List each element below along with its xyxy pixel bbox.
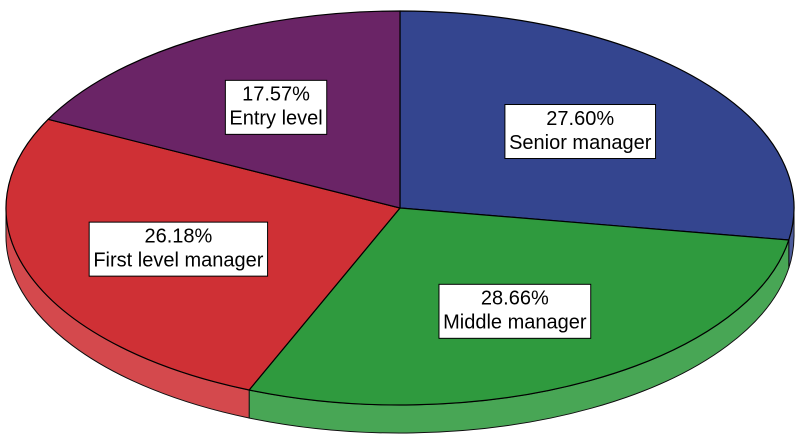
slice-category-label: Middle manager	[443, 312, 587, 334]
label-box	[438, 283, 592, 339]
label-box	[224, 79, 328, 135]
slice-value-label: 26.18%	[144, 225, 212, 247]
label-box	[88, 221, 269, 277]
slice	[47, 10, 401, 209]
side-shade	[788, 208, 794, 269]
slice-category-label: Entry level	[229, 108, 322, 130]
side-shade	[249, 240, 789, 434]
side-shade	[5, 208, 250, 418]
label-box	[504, 104, 657, 160]
slice-category-label: First level manager	[93, 249, 263, 271]
slice-value-label: 27.60%	[546, 108, 614, 130]
slice-value-label: 28.66%	[481, 288, 549, 310]
slice-value-label: 17.57%	[242, 84, 310, 106]
slice-category-label: Senior manager	[509, 132, 652, 154]
